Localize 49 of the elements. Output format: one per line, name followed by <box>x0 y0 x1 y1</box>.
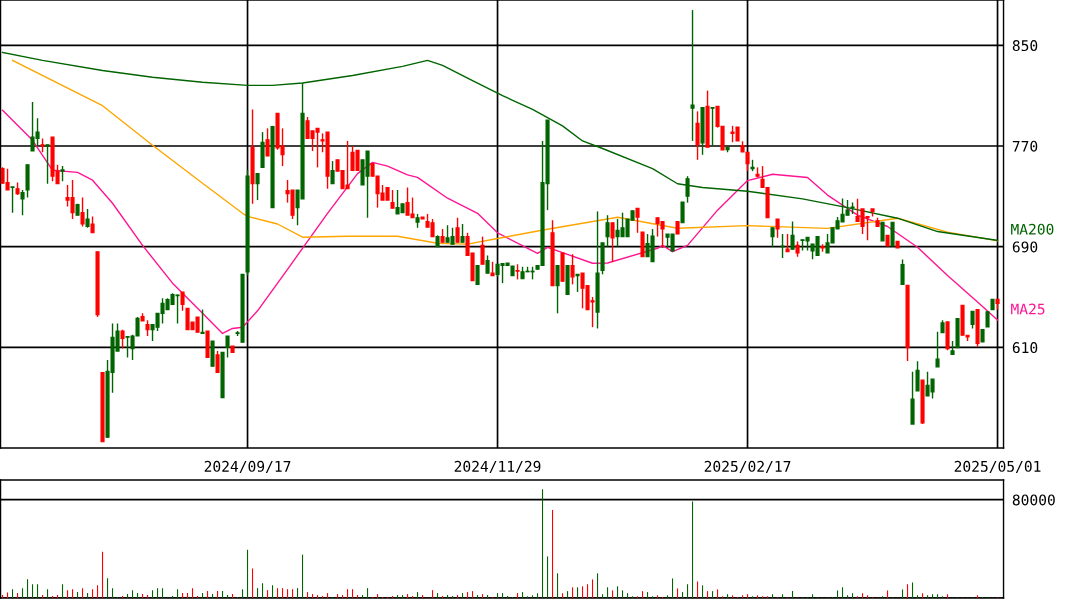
candlestick <box>45 144 50 185</box>
series-label: MA200 <box>1011 223 1054 235</box>
series-label: MA25 <box>1011 303 1045 315</box>
candlestick <box>390 189 395 209</box>
y-tick-label: 850 <box>1012 40 1038 52</box>
candlestick <box>605 214 610 248</box>
candlestick <box>695 110 700 161</box>
candlestick <box>775 218 780 239</box>
candlestick <box>80 196 85 228</box>
candlestick <box>85 208 90 229</box>
candlestick <box>10 186 15 214</box>
candlestick <box>900 258 905 286</box>
candlestick <box>890 221 895 247</box>
candlestick <box>225 335 230 359</box>
candlestick <box>180 291 185 312</box>
candlestick <box>475 264 480 285</box>
candlestick <box>5 167 10 191</box>
candlestick <box>265 127 270 157</box>
candlestick <box>880 221 885 242</box>
x-tick-label: 2025/02/17 <box>704 460 791 474</box>
candlestick <box>200 308 205 335</box>
candlestick <box>710 106 715 147</box>
candlestick <box>635 207 640 234</box>
candlestick <box>480 235 485 265</box>
line-series <box>1 109 999 335</box>
candlestick <box>685 175 690 204</box>
candlestick <box>20 189 25 216</box>
y-tick-label: 80000 <box>1012 494 1055 506</box>
y-tick-label: 770 <box>1012 140 1038 152</box>
y-tick-label: 690 <box>1012 241 1038 253</box>
candlestick <box>690 9 695 142</box>
x-tick-label: 2025/05/01 <box>954 460 1041 474</box>
x-tick-label: 2024/09/17 <box>204 460 291 474</box>
candlestick <box>570 253 575 286</box>
candlestick <box>555 264 560 315</box>
candlestick <box>610 222 615 263</box>
candlestick <box>460 223 465 243</box>
candlestick <box>935 331 940 368</box>
candlestick <box>215 350 220 374</box>
candlestick <box>680 201 685 224</box>
candlestick <box>780 233 785 259</box>
candlestick <box>255 172 260 201</box>
y-tick-label: 610 <box>1012 342 1038 354</box>
candlestick <box>330 160 335 185</box>
candlestick <box>770 227 775 248</box>
candlestick <box>790 220 795 250</box>
x-tick-label: 2024/11/29 <box>454 460 541 474</box>
candlestick <box>455 217 460 243</box>
candlestick <box>915 360 920 392</box>
